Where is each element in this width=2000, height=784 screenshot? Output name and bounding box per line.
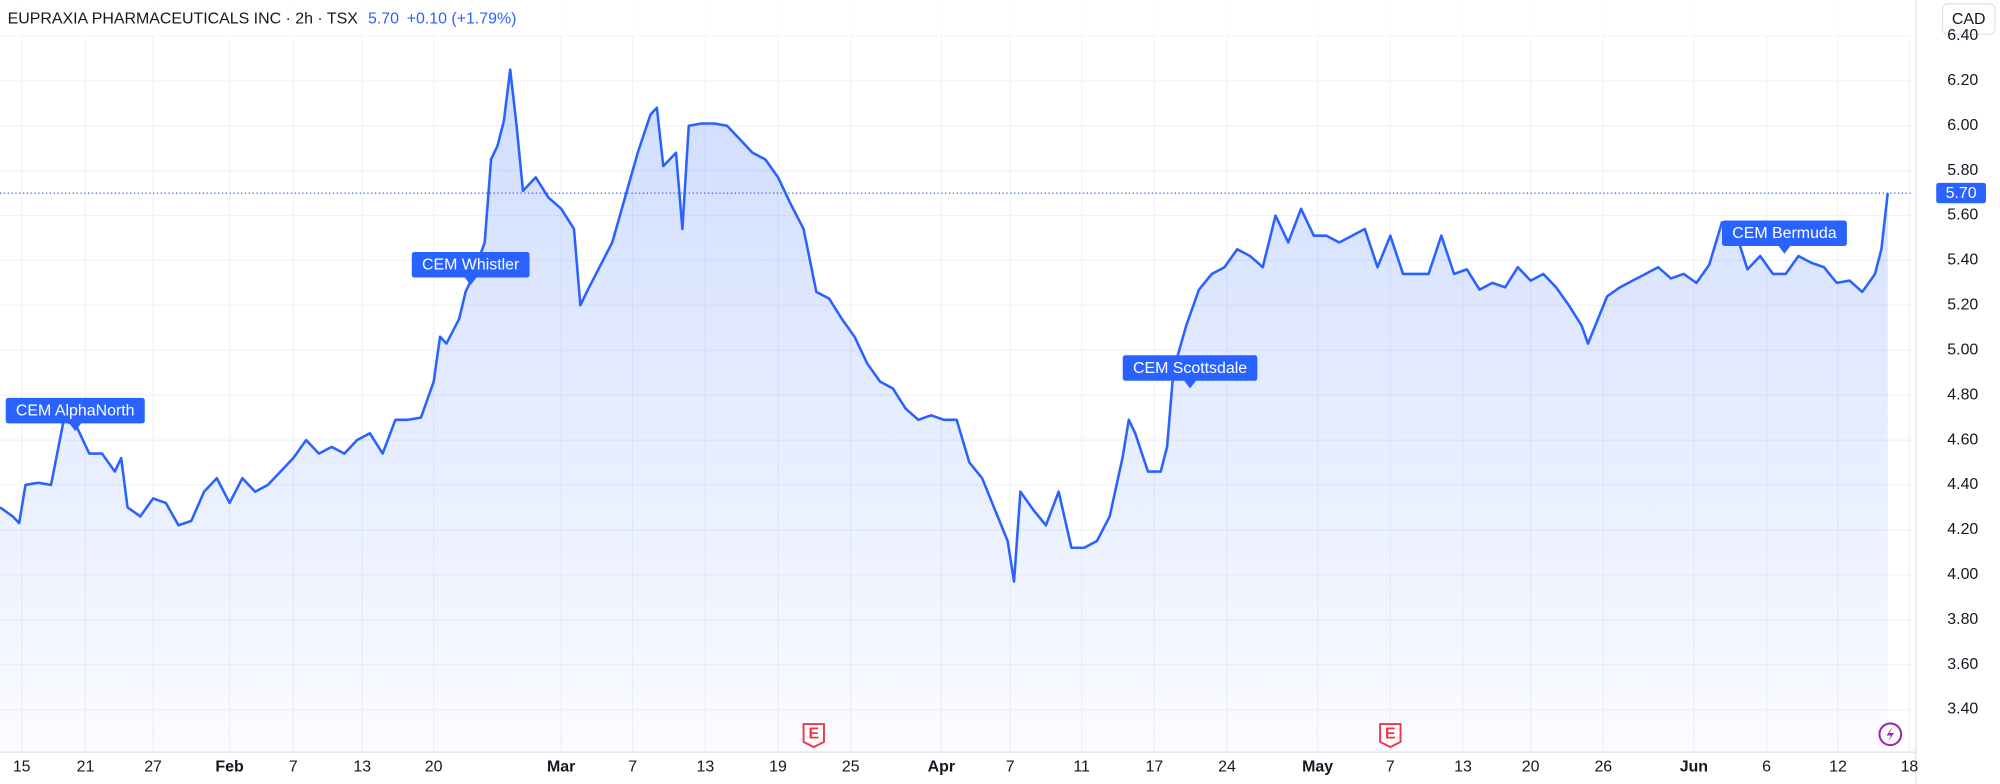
y-tick-label: 4.40	[1947, 476, 1978, 493]
header-price: 5.70	[368, 10, 399, 27]
area-fill	[0, 69, 1888, 753]
x-tick-label: Apr	[928, 759, 955, 776]
x-tick-label: Jun	[1680, 759, 1708, 776]
x-tick-label: 13	[696, 759, 714, 776]
annotation-text: CEM AlphaNorth	[16, 403, 135, 420]
annotation-box	[1122, 355, 1258, 381]
y-tick-label: 4.80	[1947, 386, 1978, 403]
x-tick-label: 20	[1522, 759, 1540, 776]
annotation[interactable]: CEM Scottsdale	[1122, 355, 1258, 389]
alert-icon[interactable]	[1878, 722, 1903, 747]
currency-label[interactable]: CAD	[1952, 11, 1986, 28]
y-tick-label: 6.20	[1947, 72, 1978, 89]
x-tick-label: 7	[1386, 759, 1395, 776]
annotation-pointer	[464, 276, 478, 286]
x-tick-label: 7	[628, 759, 637, 776]
y-tick-label: 6.00	[1947, 117, 1978, 134]
plot	[0, 68, 1914, 753]
x-tick-label: 25	[842, 759, 860, 776]
y-tick-label: 5.40	[1947, 252, 1978, 269]
annotation-box	[411, 251, 530, 278]
annotation-pointer	[68, 422, 82, 432]
currency-button[interactable]	[1941, 3, 1996, 36]
event-label: E	[808, 725, 819, 742]
x-tick-label: 7	[289, 759, 298, 776]
last-price-box	[1936, 182, 1986, 204]
x-tick-label: 13	[1454, 759, 1472, 776]
y-tick-label: 4.60	[1947, 431, 1978, 448]
header-bg	[0, 0, 1914, 36]
y-tick-label: 5.60	[1947, 207, 1978, 224]
y-tick-label: 3.60	[1947, 656, 1978, 673]
annotation[interactable]: CEM AlphaNorth	[5, 397, 145, 432]
alert-circle[interactable]	[1878, 722, 1903, 747]
x-tick-label: 6	[1762, 759, 1771, 776]
x-tick-label: 20	[425, 759, 443, 776]
y-tick-label: 3.80	[1947, 611, 1978, 628]
event-marker	[802, 723, 825, 749]
annotation-pointer	[1778, 245, 1791, 254]
x-tick-label: 21	[77, 759, 95, 776]
annotation-pointer	[1183, 380, 1197, 389]
x-tick-label: Mar	[547, 759, 575, 776]
event-label: E	[1385, 725, 1396, 742]
y-tick-label: 4.20	[1947, 521, 1978, 538]
y-tick-label: 5.20	[1947, 297, 1978, 314]
x-tick-label: 12	[1829, 759, 1847, 776]
annotation-text: CEM Bermuda	[1732, 225, 1837, 242]
x-tick-label: 19	[769, 759, 787, 776]
annotation[interactable]: CEM Bermuda	[1722, 220, 1847, 254]
y-tick-label: 6.40	[1947, 27, 1978, 44]
symbol-title: EUPRAXIA PHARMACEUTICALS INC · 2h · TSX	[8, 10, 359, 27]
x-tick-label: 15	[13, 759, 31, 776]
y-tick-label: 3.40	[1947, 701, 1978, 718]
annotation-text: CEM Scottsdale	[1133, 360, 1247, 377]
y-tick-label: 4.00	[1947, 566, 1978, 583]
event-marker	[1379, 723, 1402, 749]
annotation-text: CEM Whistler	[422, 257, 520, 274]
last-price-label: 5.70	[1946, 185, 1977, 202]
alert-bolt[interactable]	[1886, 726, 1895, 742]
price-line	[0, 68, 1890, 583]
x-tick-label: May	[1302, 759, 1333, 776]
x-tick-label: 26	[1594, 759, 1612, 776]
x-tick-label: 18	[1901, 759, 1919, 776]
annotation[interactable]: CEM Whistler	[411, 251, 530, 286]
x-tick-label: 7	[1006, 759, 1015, 776]
header-change: +0.10 (+1.79%)	[407, 10, 517, 27]
annotation-box	[5, 397, 145, 424]
annotation-box	[1722, 220, 1847, 247]
x-tick-label: 27	[144, 759, 162, 776]
x-tick-label: 11	[1073, 759, 1090, 776]
y-tick-label: 5.00	[1947, 341, 1978, 358]
x-tick-label: 13	[353, 759, 371, 776]
y-tick-label: 5.80	[1947, 162, 1978, 179]
x-tick-label: Feb	[215, 759, 244, 776]
x-tick-label: 17	[1145, 759, 1163, 776]
x-tick-label: 24	[1218, 759, 1236, 776]
